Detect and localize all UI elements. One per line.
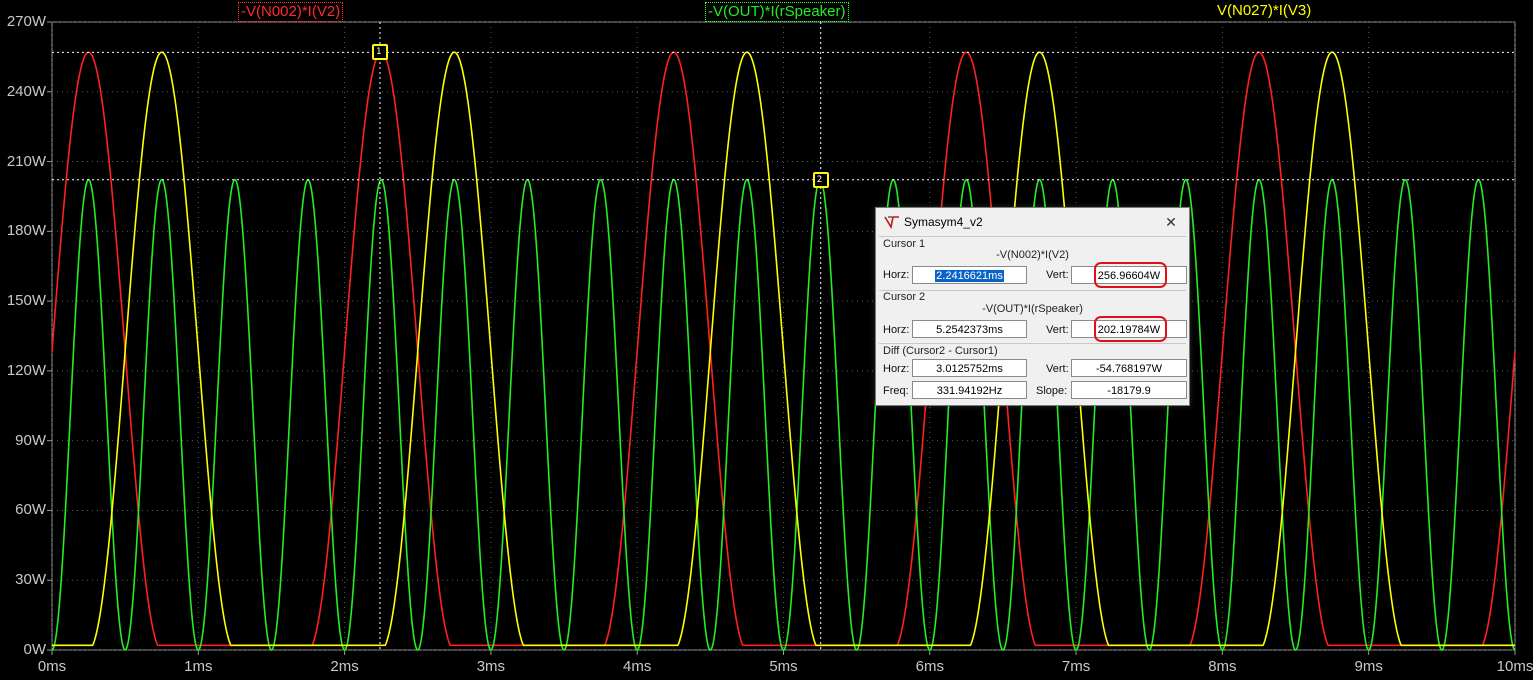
cursor2-marker[interactable]: 2 <box>812 171 829 188</box>
x-tick-label: 9ms <box>1354 658 1383 675</box>
y-tick-label: 150W <box>6 292 46 310</box>
cursor2-vert-field[interactable]: 202.19784W <box>1071 320 1187 338</box>
legend-trace-n027[interactable]: V(N027)*I(V3) <box>1217 2 1312 19</box>
cursor1-horz-label: Horz: <box>883 269 910 281</box>
cursor1-group-label: Cursor 1 <box>883 238 926 250</box>
y-tick-label: 120W <box>6 361 46 379</box>
diff-horz-field[interactable]: 3.0125752ms <box>912 359 1027 377</box>
x-tick-label: 1ms <box>184 658 213 675</box>
cursor2-trace-name: -V(OUT)*I(rSpeaker) <box>982 303 1083 315</box>
cursor2-horz-label: Horz: <box>883 324 910 336</box>
diff-horz-label: Horz: <box>883 363 910 375</box>
diff-group-label: Diff (Cursor2 - Cursor1) <box>883 345 998 357</box>
x-tick-label: 4ms <box>623 658 652 675</box>
cursor2-marker-label: 2 <box>816 174 823 185</box>
y-tick-label: 0W <box>23 641 47 658</box>
x-tick-label: 10ms <box>1496 658 1533 675</box>
cursor1-vert-label: Vert: <box>1046 269 1069 281</box>
cursor1-marker[interactable]: 1 <box>371 44 388 61</box>
y-tick-label: 210W <box>6 152 46 170</box>
close-icon[interactable]: ✕ <box>1165 214 1177 230</box>
legend-trace-out[interactable]: -V(OUT)*I(rSpeaker) <box>705 2 849 22</box>
trace-line-1[interactable] <box>51 178 1516 651</box>
cursor1-horz-value: 2.2416621ms <box>935 270 1004 282</box>
diff-slope-field[interactable]: -18179.9 <box>1071 381 1187 399</box>
annotation-highlight-box <box>1094 316 1167 342</box>
cursor2-horz-field[interactable]: 5.2542373ms <box>912 320 1027 338</box>
y-tick-label: 270W <box>6 13 46 30</box>
dialog-title: Symasym4_v2 <box>904 215 983 229</box>
trace-line-2[interactable] <box>52 51 1515 647</box>
x-tick-label: 3ms <box>476 658 506 675</box>
y-tick-label: 180W <box>6 222 46 240</box>
divider <box>879 236 1186 237</box>
diff-freq-field[interactable]: 331.94192Hz <box>912 381 1027 399</box>
x-tick-label: 5ms <box>769 658 798 675</box>
divider <box>879 290 1186 291</box>
x-tick-label: 6ms <box>915 658 944 675</box>
cursor1-trace-name: -V(N002)*I(V2) <box>996 249 1069 261</box>
divider <box>879 343 1186 344</box>
x-tick-label: 8ms <box>1208 658 1237 675</box>
diff-vert-field[interactable]: -54.768197W <box>1071 359 1187 377</box>
ltspice-app-icon <box>884 216 899 230</box>
trace-group <box>51 51 1516 651</box>
annotation-highlight-box <box>1094 262 1167 288</box>
cursor2-group-label: Cursor 2 <box>883 291 926 303</box>
cursor1-marker-label: 1 <box>375 47 382 58</box>
y-tick-label: 90W <box>15 431 46 449</box>
y-tick-label: 60W <box>15 501 46 519</box>
legend-trace-n002[interactable]: -V(N002)*I(V2) <box>238 2 344 22</box>
cursor-readout-dialog[interactable]: Symasym4_v2 ✕ Cursor 1 -V(N002)*I(V2) Ho… <box>875 207 1190 406</box>
x-tick-label: 0ms <box>37 658 67 675</box>
cursor2-vert-label: Vert: <box>1046 324 1069 336</box>
dialog-titlebar[interactable]: Symasym4_v2 ✕ <box>876 208 1189 236</box>
x-tick-label: 2ms <box>330 658 359 675</box>
plot-frame <box>51 21 1516 651</box>
x-tick-label: 7ms <box>1061 658 1091 675</box>
diff-vert-label: Vert: <box>1046 363 1069 375</box>
cursor-lines <box>52 22 1515 650</box>
diff-freq-label: Freq: <box>883 385 909 397</box>
y-tick-label: 240W <box>6 82 46 100</box>
diff-slope-label: Slope: <box>1036 385 1068 397</box>
y-tick-label: 30W <box>15 571 46 589</box>
cursor1-horz-field[interactable]: 2.2416621ms <box>912 266 1027 284</box>
cursor1-vert-field[interactable]: 256.96604W <box>1071 266 1187 284</box>
